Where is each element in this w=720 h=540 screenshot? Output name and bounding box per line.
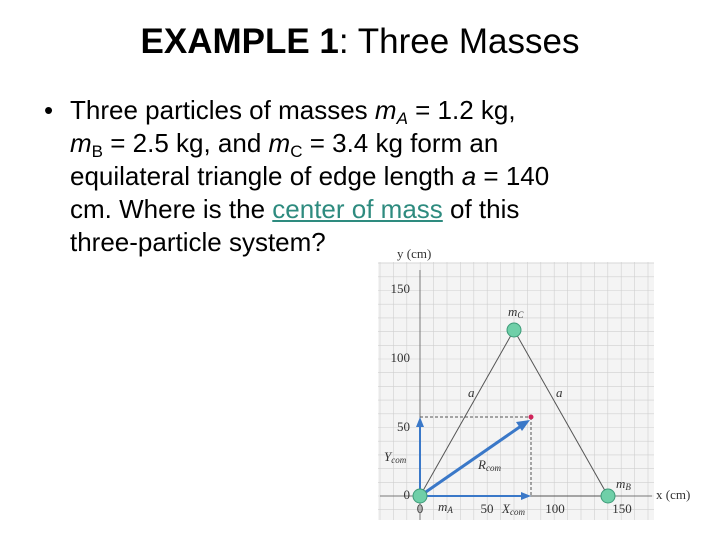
title-bold: EXAMPLE 1: [140, 22, 339, 61]
symbol: m: [438, 499, 447, 514]
x-com-label: Xcom: [501, 501, 525, 517]
subscript: B: [91, 142, 104, 161]
mass-label: mC: [508, 304, 524, 320]
arrowhead: [521, 492, 531, 500]
subscript: com: [486, 463, 501, 473]
x-tick-label: 150: [612, 501, 632, 516]
subscript: com: [510, 507, 525, 517]
text: = 2.5 kg, and: [103, 128, 269, 158]
text: cm. Where is the: [70, 194, 273, 224]
mass: [506, 322, 522, 338]
text: = 1.2 kg,: [407, 95, 516, 125]
text: three-particle system?: [70, 227, 326, 257]
com-point: [528, 414, 534, 420]
subscript: C: [517, 310, 524, 320]
y-tick-label: 50: [397, 419, 410, 434]
text-line: cm. Where is the center of mass of this: [44, 193, 549, 226]
text: equilateral triangle of edge length: [70, 161, 462, 191]
text-line: three-particle system?: [44, 226, 549, 259]
grid: [378, 262, 654, 520]
bullet-dot: •: [44, 95, 54, 125]
symbol: a: [461, 161, 477, 191]
subscript: com: [391, 455, 406, 465]
text: = 3.4 kg form an: [302, 128, 499, 158]
r-com-arrow: [419, 422, 525, 498]
x-tick-label: 50: [481, 501, 494, 516]
mass: [600, 488, 616, 504]
text: = 140: [476, 161, 550, 191]
symbol: R: [477, 457, 486, 472]
r-com-label: Rcom: [477, 457, 501, 473]
title-rest: : Three Masses: [338, 22, 580, 61]
y-tick-label: 0: [404, 487, 411, 502]
text: Three particles of masses: [70, 95, 375, 125]
subscript: A: [396, 109, 408, 128]
symbol: m: [616, 476, 625, 491]
text-line: mB = 2.5 kg, and mC = 3.4 kg form an: [44, 127, 549, 160]
subscript: A: [446, 505, 453, 515]
mass: [412, 488, 428, 504]
y-tick-label: 100: [391, 350, 411, 365]
mass-label: mB: [616, 476, 631, 492]
subscript: C: [290, 142, 303, 161]
text-line: equilateral triangle of edge length a = …: [44, 160, 549, 193]
axis-label: x (cm): [656, 487, 690, 502]
edge-label: a: [468, 385, 475, 400]
link[interactable]: center of mass: [272, 194, 443, 224]
symbol: m: [268, 128, 291, 158]
symbol: m: [508, 304, 517, 319]
x-tick-label: 100: [545, 501, 565, 516]
y-com-label: Ycom: [384, 449, 407, 465]
symbol: X: [501, 501, 511, 516]
arrowhead: [516, 420, 530, 431]
arrowhead: [416, 417, 424, 427]
text: of this: [442, 194, 520, 224]
edge-label: a: [556, 385, 563, 400]
y-tick-label: 150: [391, 281, 411, 296]
subscript: B: [625, 482, 631, 492]
symbol: m: [70, 128, 92, 158]
text-line: Three particles of masses mA = 1.2 kg,: [44, 94, 549, 127]
bullet: • Three particles of masses mA = 1.2 kg,…: [44, 94, 549, 259]
slide-title: EXAMPLE 1: Three Masses: [0, 22, 720, 62]
symbol: Y: [384, 449, 393, 464]
mass-label: mA: [438, 499, 453, 515]
axis-label: y (cm): [397, 246, 431, 261]
symbol: m: [374, 95, 397, 125]
x-tick-label: 0: [417, 501, 424, 516]
